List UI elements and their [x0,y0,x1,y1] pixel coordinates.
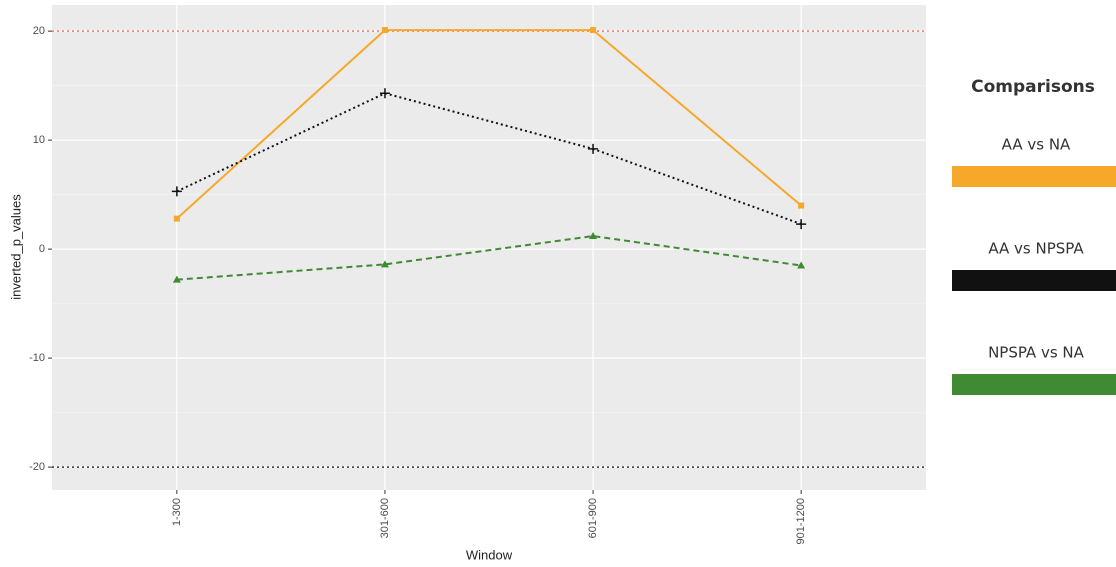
x-tick-label: 901-1200 [795,498,807,545]
y-tick-label: 20 [33,25,45,37]
point [590,27,597,34]
y-axis-title: inverted_p_values [8,194,23,300]
point [798,202,805,209]
series-line [176,235,802,281]
point [173,215,180,222]
point [589,232,598,240]
legend-swatch [952,270,1116,291]
legend-swatch [952,374,1116,395]
point [797,261,806,269]
plot-background [52,5,926,490]
x-tick-label: 601-900 [587,498,599,538]
legend-label: NPSPA vs NA [988,344,1085,362]
series-line [176,29,802,220]
legend-title: Comparisons [971,77,1095,97]
point [381,27,388,34]
legend-label: AA vs NPSPA [988,240,1084,258]
point [171,186,182,197]
legend-label: AA vs NA [1002,136,1071,154]
legend-swatch [952,166,1116,187]
point [796,219,807,230]
y-tick-label: 0 [39,243,45,255]
point [379,88,390,99]
y-tick-label: 10 [33,134,45,146]
point [380,260,389,268]
y-tick-label: -10 [29,352,45,364]
x-axis-title: Window [466,547,513,562]
x-tick-label: 1-300 [171,498,183,526]
x-tick-label: 301-600 [379,498,391,538]
point [172,275,181,283]
y-tick-label: -20 [29,461,45,473]
series-line [176,92,802,226]
point [588,143,599,154]
